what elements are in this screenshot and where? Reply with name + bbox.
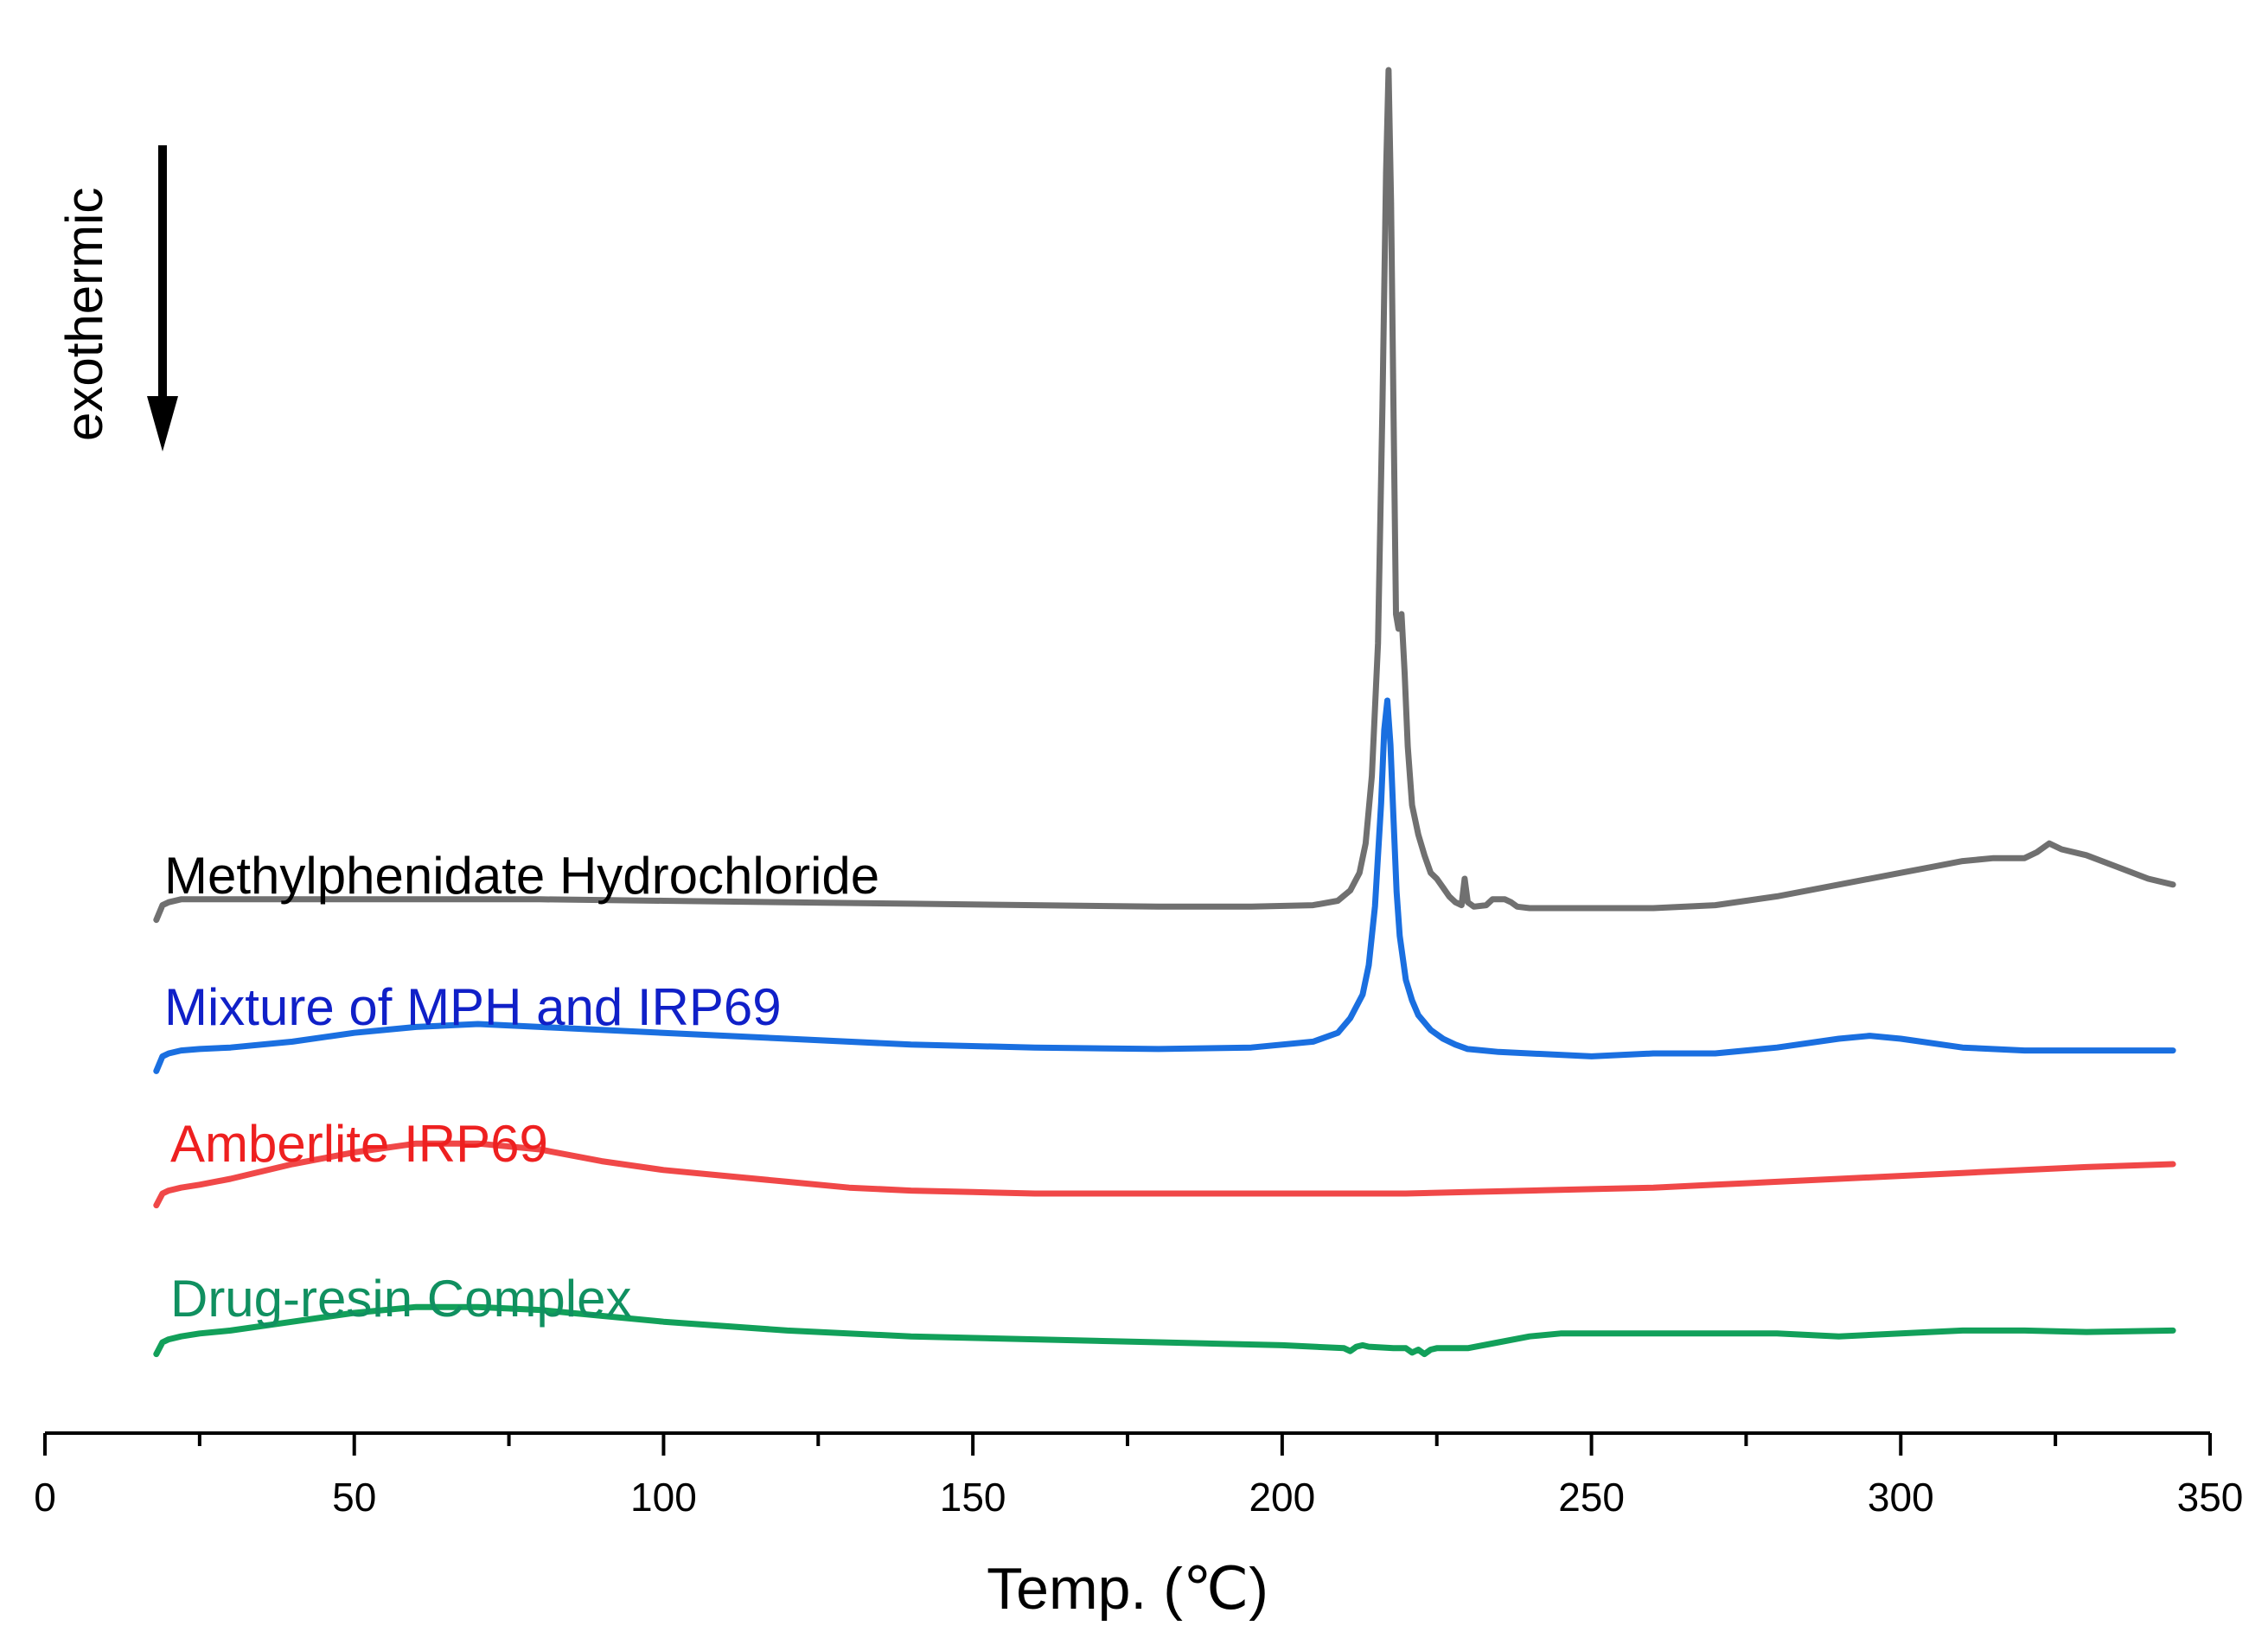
dsc-chart: exothermic 0 50 100 150 200 250 300 350 Temp. (… [0, 0, 2268, 1645]
x-tick-label: 200 [1249, 1475, 1315, 1520]
x-tick-label: 100 [630, 1475, 697, 1520]
x-tick-label: 150 [940, 1475, 1006, 1520]
series-label: Amberlite IRP69 [170, 1115, 548, 1173]
exothermic-label: exothermic [55, 188, 113, 441]
chart-background [0, 0, 2268, 1645]
dsc-chart-container: exothermic 0 50 100 150 200 250 300 350 Temp. (… [0, 0, 2268, 1645]
x-tick-label: 300 [1868, 1475, 1934, 1520]
series-label: Methylphenidate Hydrochloride [164, 847, 879, 905]
x-tick-label: 0 [34, 1475, 56, 1520]
x-tick-label: 50 [332, 1475, 376, 1520]
x-axis-title: Temp. (℃) [987, 1556, 1268, 1622]
x-tick-label: 250 [1558, 1475, 1625, 1520]
x-tick-label: 350 [2177, 1475, 2244, 1520]
series-label: Mixture of MPH and IRP69 [164, 978, 782, 1036]
series-label: Drug-resin Complex [170, 1270, 632, 1328]
